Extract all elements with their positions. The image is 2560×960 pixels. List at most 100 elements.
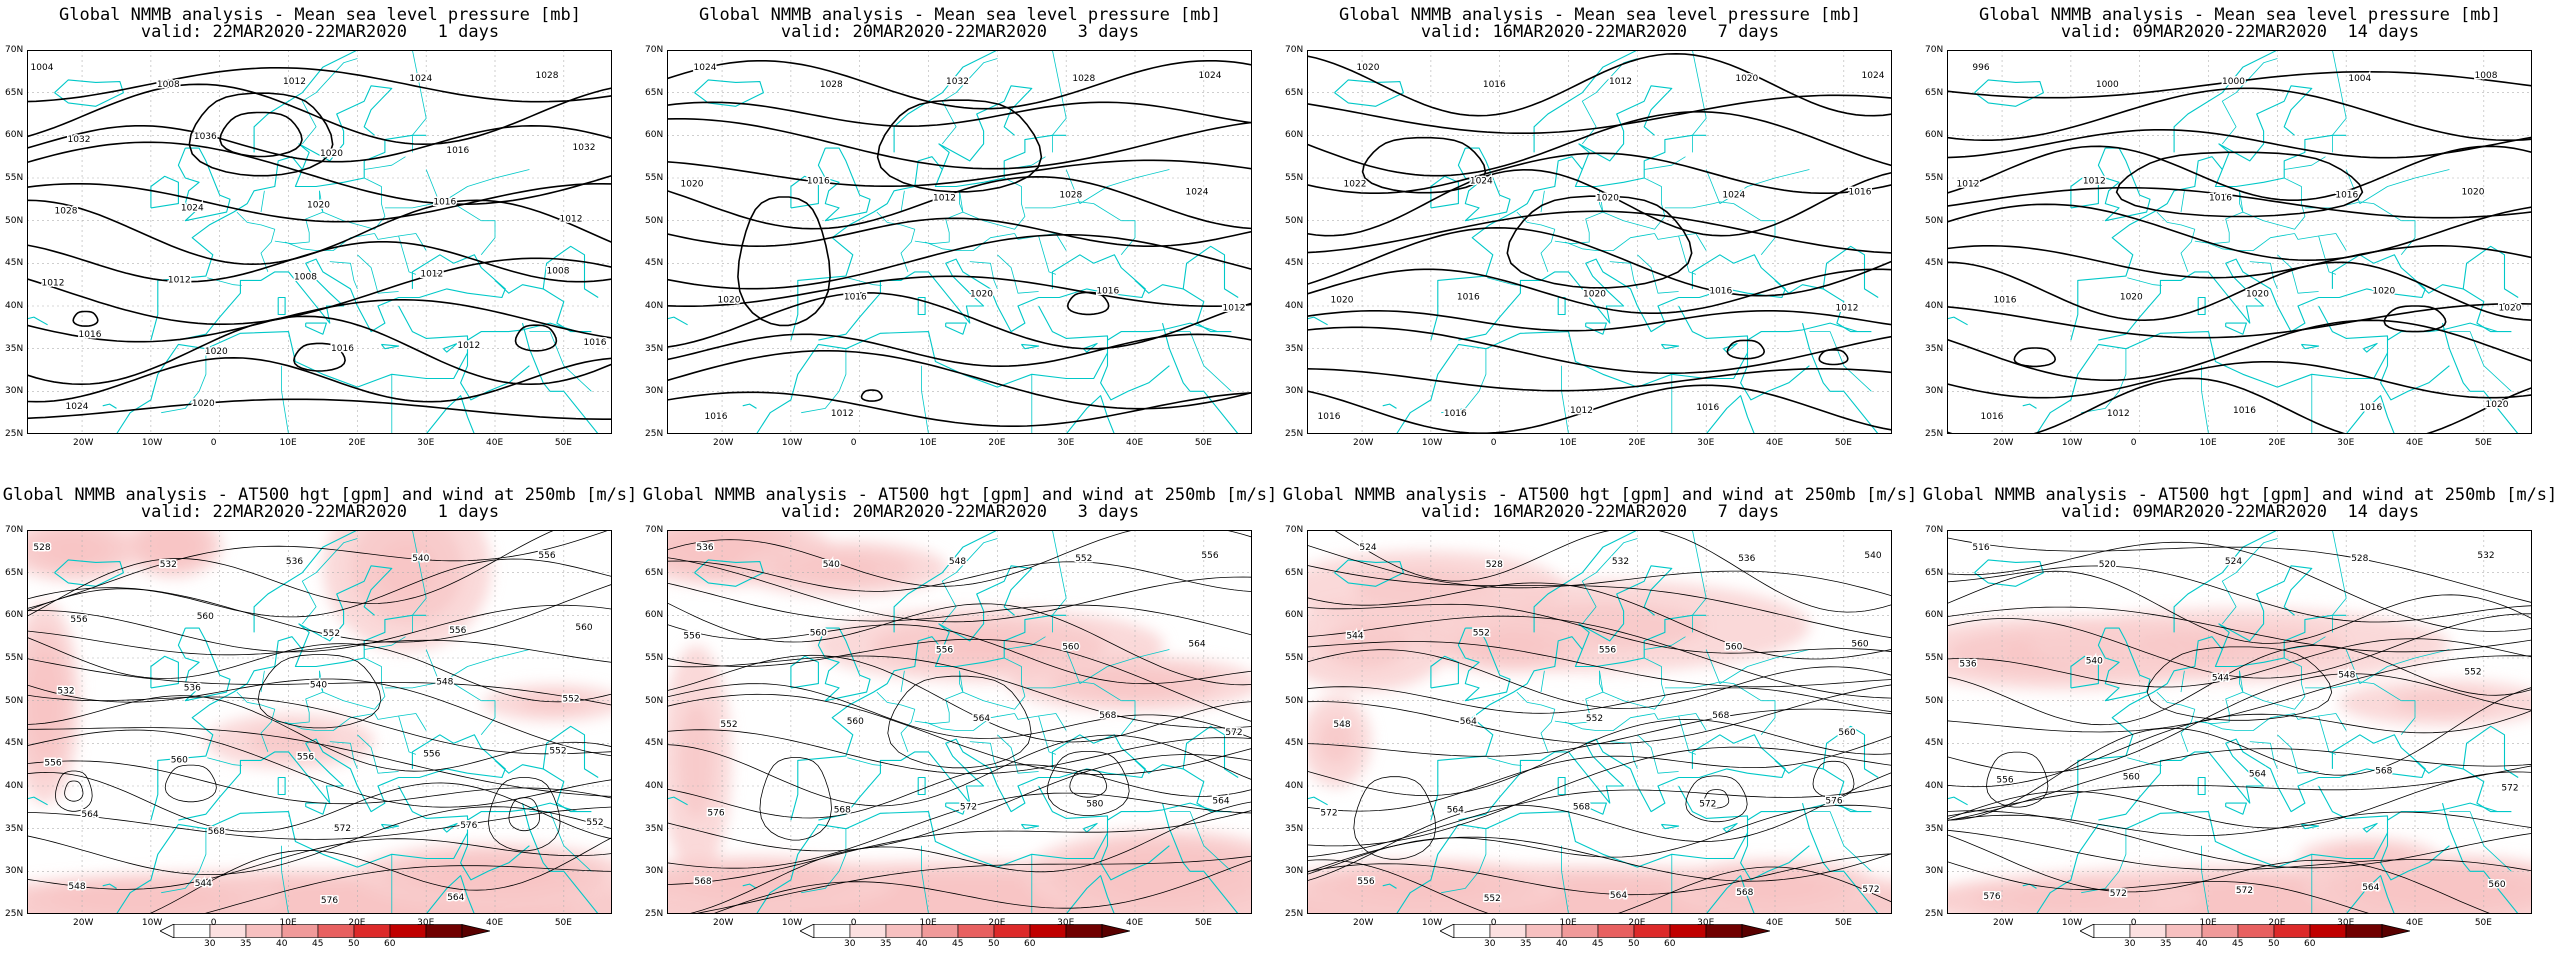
contour-label: 536	[1738, 554, 1755, 564]
contour-labels: 1024 1028 1032 1028 1024 1020 1016 1012 1028 1024…	[679, 62, 1247, 424]
panel-title: Global NMMB analysis - AT500 hgt [gpm] a…	[642, 485, 1278, 505]
map-area: 516 520 524 528 532 536 540 544 548 552 556 560 564 5…	[1947, 530, 2532, 914]
lon-label: 40E	[2406, 438, 2424, 448]
lon-label: 40E	[1766, 918, 1784, 928]
map-frame	[1307, 50, 1892, 434]
lon-label: 20E	[988, 918, 1006, 928]
contour-label: 560	[1062, 643, 1079, 653]
contour-label: 552	[2464, 667, 2481, 677]
contour-label: 556	[70, 615, 87, 625]
contour-label: 552	[1484, 894, 1501, 904]
lat-label: 70N	[1285, 45, 1304, 55]
lon-label: 20W	[1993, 918, 2014, 928]
contour-label: 568	[834, 806, 851, 816]
panel-title: Global NMMB analysis - Mean sea level pr…	[699, 5, 1221, 25]
contour-label: 552	[586, 818, 603, 828]
lon-label: 50E	[1194, 438, 1212, 448]
contour-label: 1028	[1072, 74, 1095, 84]
map-svg: 524 528 532 536 540 544 552 556 560 560 548 564 552 5…	[1307, 530, 1892, 914]
lat-label: 65N	[5, 567, 24, 578]
contour-label: 1024	[1470, 176, 1493, 186]
height-contours	[1307, 530, 1892, 914]
contour-label: 1016	[2359, 403, 2382, 413]
contour-label: 1032	[68, 135, 91, 145]
contour-label: 556	[1996, 776, 2013, 786]
colorbar-label: 45	[312, 939, 324, 949]
contour-label: 548	[2338, 670, 2355, 680]
contour-label: 1012	[283, 77, 306, 87]
lon-label: 10W	[141, 918, 163, 928]
colorbar-swatch	[1453, 924, 1491, 938]
contour-label: 572	[2110, 889, 2127, 899]
lat-label: 55N	[1925, 173, 1944, 183]
contour-label: 576	[707, 809, 724, 819]
map-area: 996 1000 1000 1004 1008 1012 1012 1016 1016 1020 1…	[1947, 50, 2532, 434]
contour-label: 552	[1473, 629, 1490, 639]
contour-label: 556	[423, 749, 440, 759]
contour-label: 1024	[66, 402, 89, 412]
contour-label: 576	[1983, 892, 2000, 902]
contour-label: 1020	[2462, 187, 2485, 197]
lon-label: 30E	[1697, 918, 1715, 928]
map-area: 1004 1008 1012 1024 1028 1032 1036 1020 1016 1032…	[27, 50, 612, 434]
contour-label: 1028	[820, 80, 843, 90]
contour-label: 560	[575, 623, 592, 633]
contour-label: 540	[823, 560, 840, 570]
contour-label: 564	[2249, 770, 2266, 780]
contour-label: 540	[412, 554, 429, 564]
contour-label: 1016	[1096, 287, 1119, 297]
contour-label: 1012	[42, 278, 65, 288]
contour-label: 536	[184, 684, 201, 694]
lat-label: 40N	[1285, 301, 1304, 311]
contour-label: 1004	[2348, 74, 2371, 84]
lat-label: 25N	[1925, 909, 1944, 919]
contour-label: 548	[1333, 720, 1350, 730]
contour-label: 1016	[1696, 403, 1719, 413]
lat-label: 55N	[5, 653, 24, 663]
mslp-panel-3days: Global NMMB analysis - Mean sea level pr…	[640, 0, 1280, 480]
contour-label: 1020	[970, 290, 993, 300]
contour-label: 564	[1610, 891, 1627, 901]
contour-label: 560	[1725, 643, 1742, 653]
contour-label: 1012	[933, 193, 956, 203]
lon-label: 30E	[1697, 438, 1715, 448]
contour-label: 1012	[1609, 77, 1632, 87]
lat-label: 50N	[1925, 695, 1944, 706]
map-frame	[1947, 530, 2532, 914]
contour-label: 524	[1359, 543, 1376, 553]
lat-label: 45N	[5, 738, 24, 749]
contour-label: 520	[2099, 560, 2116, 570]
lat-label: 45N	[1925, 258, 1944, 269]
map-frame	[27, 530, 612, 914]
contour-label: 1016	[1457, 293, 1480, 303]
colorbar-label: 60	[1024, 939, 1036, 949]
contour-label: 532	[1612, 557, 1629, 567]
contour-label: 1020	[718, 296, 741, 306]
panel-valid-period: valid: 22MAR2020-22MAR2020 1 days	[140, 502, 500, 522]
contour-label: 1024	[409, 74, 432, 84]
contour-label: 1016	[2233, 406, 2256, 416]
coastlines	[667, 530, 1239, 914]
lat-label: 25N	[1285, 909, 1304, 919]
contour-label: 568	[1573, 803, 1590, 813]
lat-label: 55N	[645, 173, 664, 183]
contour-label: 544	[195, 879, 212, 889]
contour-label: 568	[1099, 711, 1116, 721]
contour-label: 552	[720, 720, 737, 730]
lon-label: 30E	[1057, 918, 1075, 928]
lat-label: 40N	[645, 301, 664, 311]
lat-label: 60N	[645, 130, 664, 141]
lat-label: 70N	[645, 45, 664, 55]
contour-label: 556	[449, 626, 466, 636]
height-contours	[27, 530, 612, 914]
contour-label: 564	[1447, 806, 1464, 816]
lat-label: 25N	[1925, 429, 1944, 439]
map-frame	[27, 50, 612, 434]
lat-label: 25N	[5, 909, 24, 919]
contour-label: 568	[1736, 888, 1753, 898]
lon-label: 40E	[1766, 438, 1784, 448]
contour-label: 564	[447, 893, 464, 903]
contour-label: 536	[1959, 659, 1976, 669]
map-frame	[1307, 530, 1892, 914]
lat-label: 30N	[1285, 386, 1304, 397]
